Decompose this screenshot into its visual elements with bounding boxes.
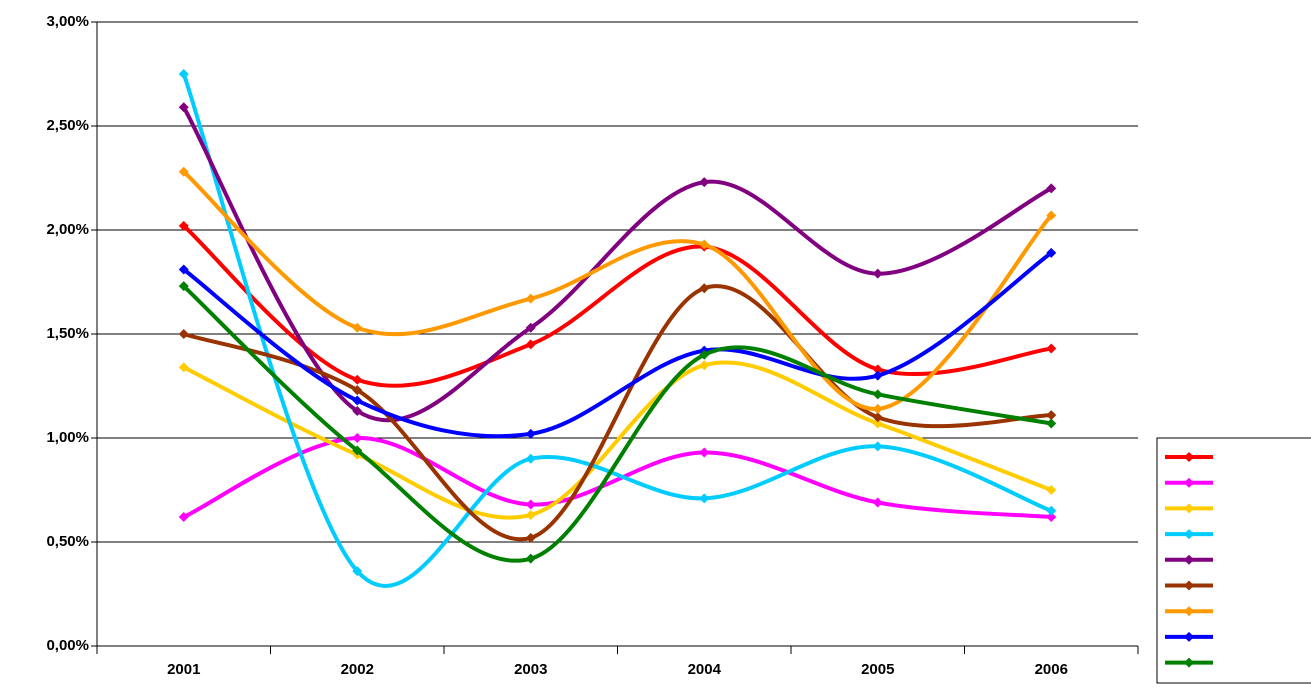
point-marker — [525, 499, 536, 510]
legend-marker — [1184, 580, 1194, 591]
y-tick-label: 1,00% — [46, 429, 89, 446]
legend-marker — [1184, 606, 1194, 617]
point-marker — [352, 433, 363, 443]
point-marker — [178, 220, 189, 231]
legend-marker — [1184, 657, 1194, 668]
series-line — [182, 284, 1052, 563]
legend-marker — [1184, 554, 1194, 565]
x-tick-label: 2005 — [861, 661, 894, 678]
point-marker — [872, 364, 883, 375]
point-marker — [1046, 418, 1057, 429]
series-line — [182, 170, 1053, 411]
x-tick-label: 2002 — [341, 661, 374, 678]
point-marker — [178, 69, 189, 79]
point-marker — [699, 447, 710, 458]
point-marker — [352, 395, 363, 406]
point-marker — [525, 532, 536, 543]
legend-box — [1156, 437, 1311, 684]
x-tick-label: 2001 — [167, 661, 200, 678]
point-marker — [699, 493, 710, 504]
y-tick-label: 0,50% — [46, 533, 89, 550]
point-marker — [1046, 505, 1057, 516]
x-tick-label: 2003 — [514, 661, 547, 678]
point-marker — [178, 166, 189, 177]
point-marker — [872, 497, 883, 508]
point-marker — [525, 293, 536, 304]
point-marker — [699, 177, 710, 188]
legend-marker — [1184, 452, 1194, 462]
point-marker — [872, 268, 883, 279]
point-marker — [872, 412, 883, 423]
point-marker — [1046, 485, 1057, 495]
point-marker — [699, 283, 710, 294]
legend-marker — [1184, 503, 1194, 514]
point-marker — [352, 566, 363, 577]
point-marker — [178, 102, 189, 113]
y-tick-label: 0,00% — [46, 637, 89, 654]
point-marker — [872, 403, 883, 414]
point-marker — [699, 360, 710, 371]
point-marker — [1046, 247, 1057, 258]
point-marker — [699, 349, 710, 360]
y-tick-label: 3,00% — [46, 13, 89, 30]
series-line — [182, 106, 1053, 423]
point-marker — [352, 385, 363, 396]
point-marker — [872, 441, 883, 452]
x-tick-label: 2004 — [688, 661, 722, 678]
series-line — [182, 360, 1052, 520]
point-marker — [872, 418, 883, 429]
y-tick-label: 2,50% — [46, 117, 89, 134]
point-marker — [178, 512, 189, 523]
point-marker — [1046, 512, 1057, 523]
point-marker — [699, 239, 710, 250]
point-marker — [1046, 210, 1057, 221]
point-marker — [872, 370, 883, 381]
series-line — [182, 435, 1052, 520]
point-marker — [352, 322, 363, 333]
point-marker — [525, 322, 536, 333]
legend-marker — [1184, 477, 1194, 488]
y-tick-label: 2,00% — [46, 221, 89, 238]
legend-marker — [1184, 631, 1194, 642]
legend-marker — [1184, 529, 1194, 540]
point-marker — [525, 428, 536, 439]
point-marker — [525, 509, 536, 520]
point-marker — [1046, 343, 1057, 354]
point-marker — [352, 374, 363, 385]
point-marker — [178, 264, 189, 275]
series-line — [182, 251, 1053, 439]
point-marker — [525, 453, 536, 464]
point-marker — [1046, 410, 1057, 421]
point-marker — [178, 362, 189, 373]
point-marker — [178, 281, 189, 292]
x-tick-label: 2006 — [1035, 661, 1068, 678]
point-marker — [525, 339, 536, 350]
y-tick-label: 1,50% — [46, 325, 89, 342]
point-marker — [352, 405, 363, 416]
point-marker — [352, 445, 363, 456]
point-marker — [872, 389, 883, 400]
point-marker — [525, 553, 536, 564]
point-marker — [178, 329, 189, 339]
point-marker — [1046, 183, 1057, 194]
